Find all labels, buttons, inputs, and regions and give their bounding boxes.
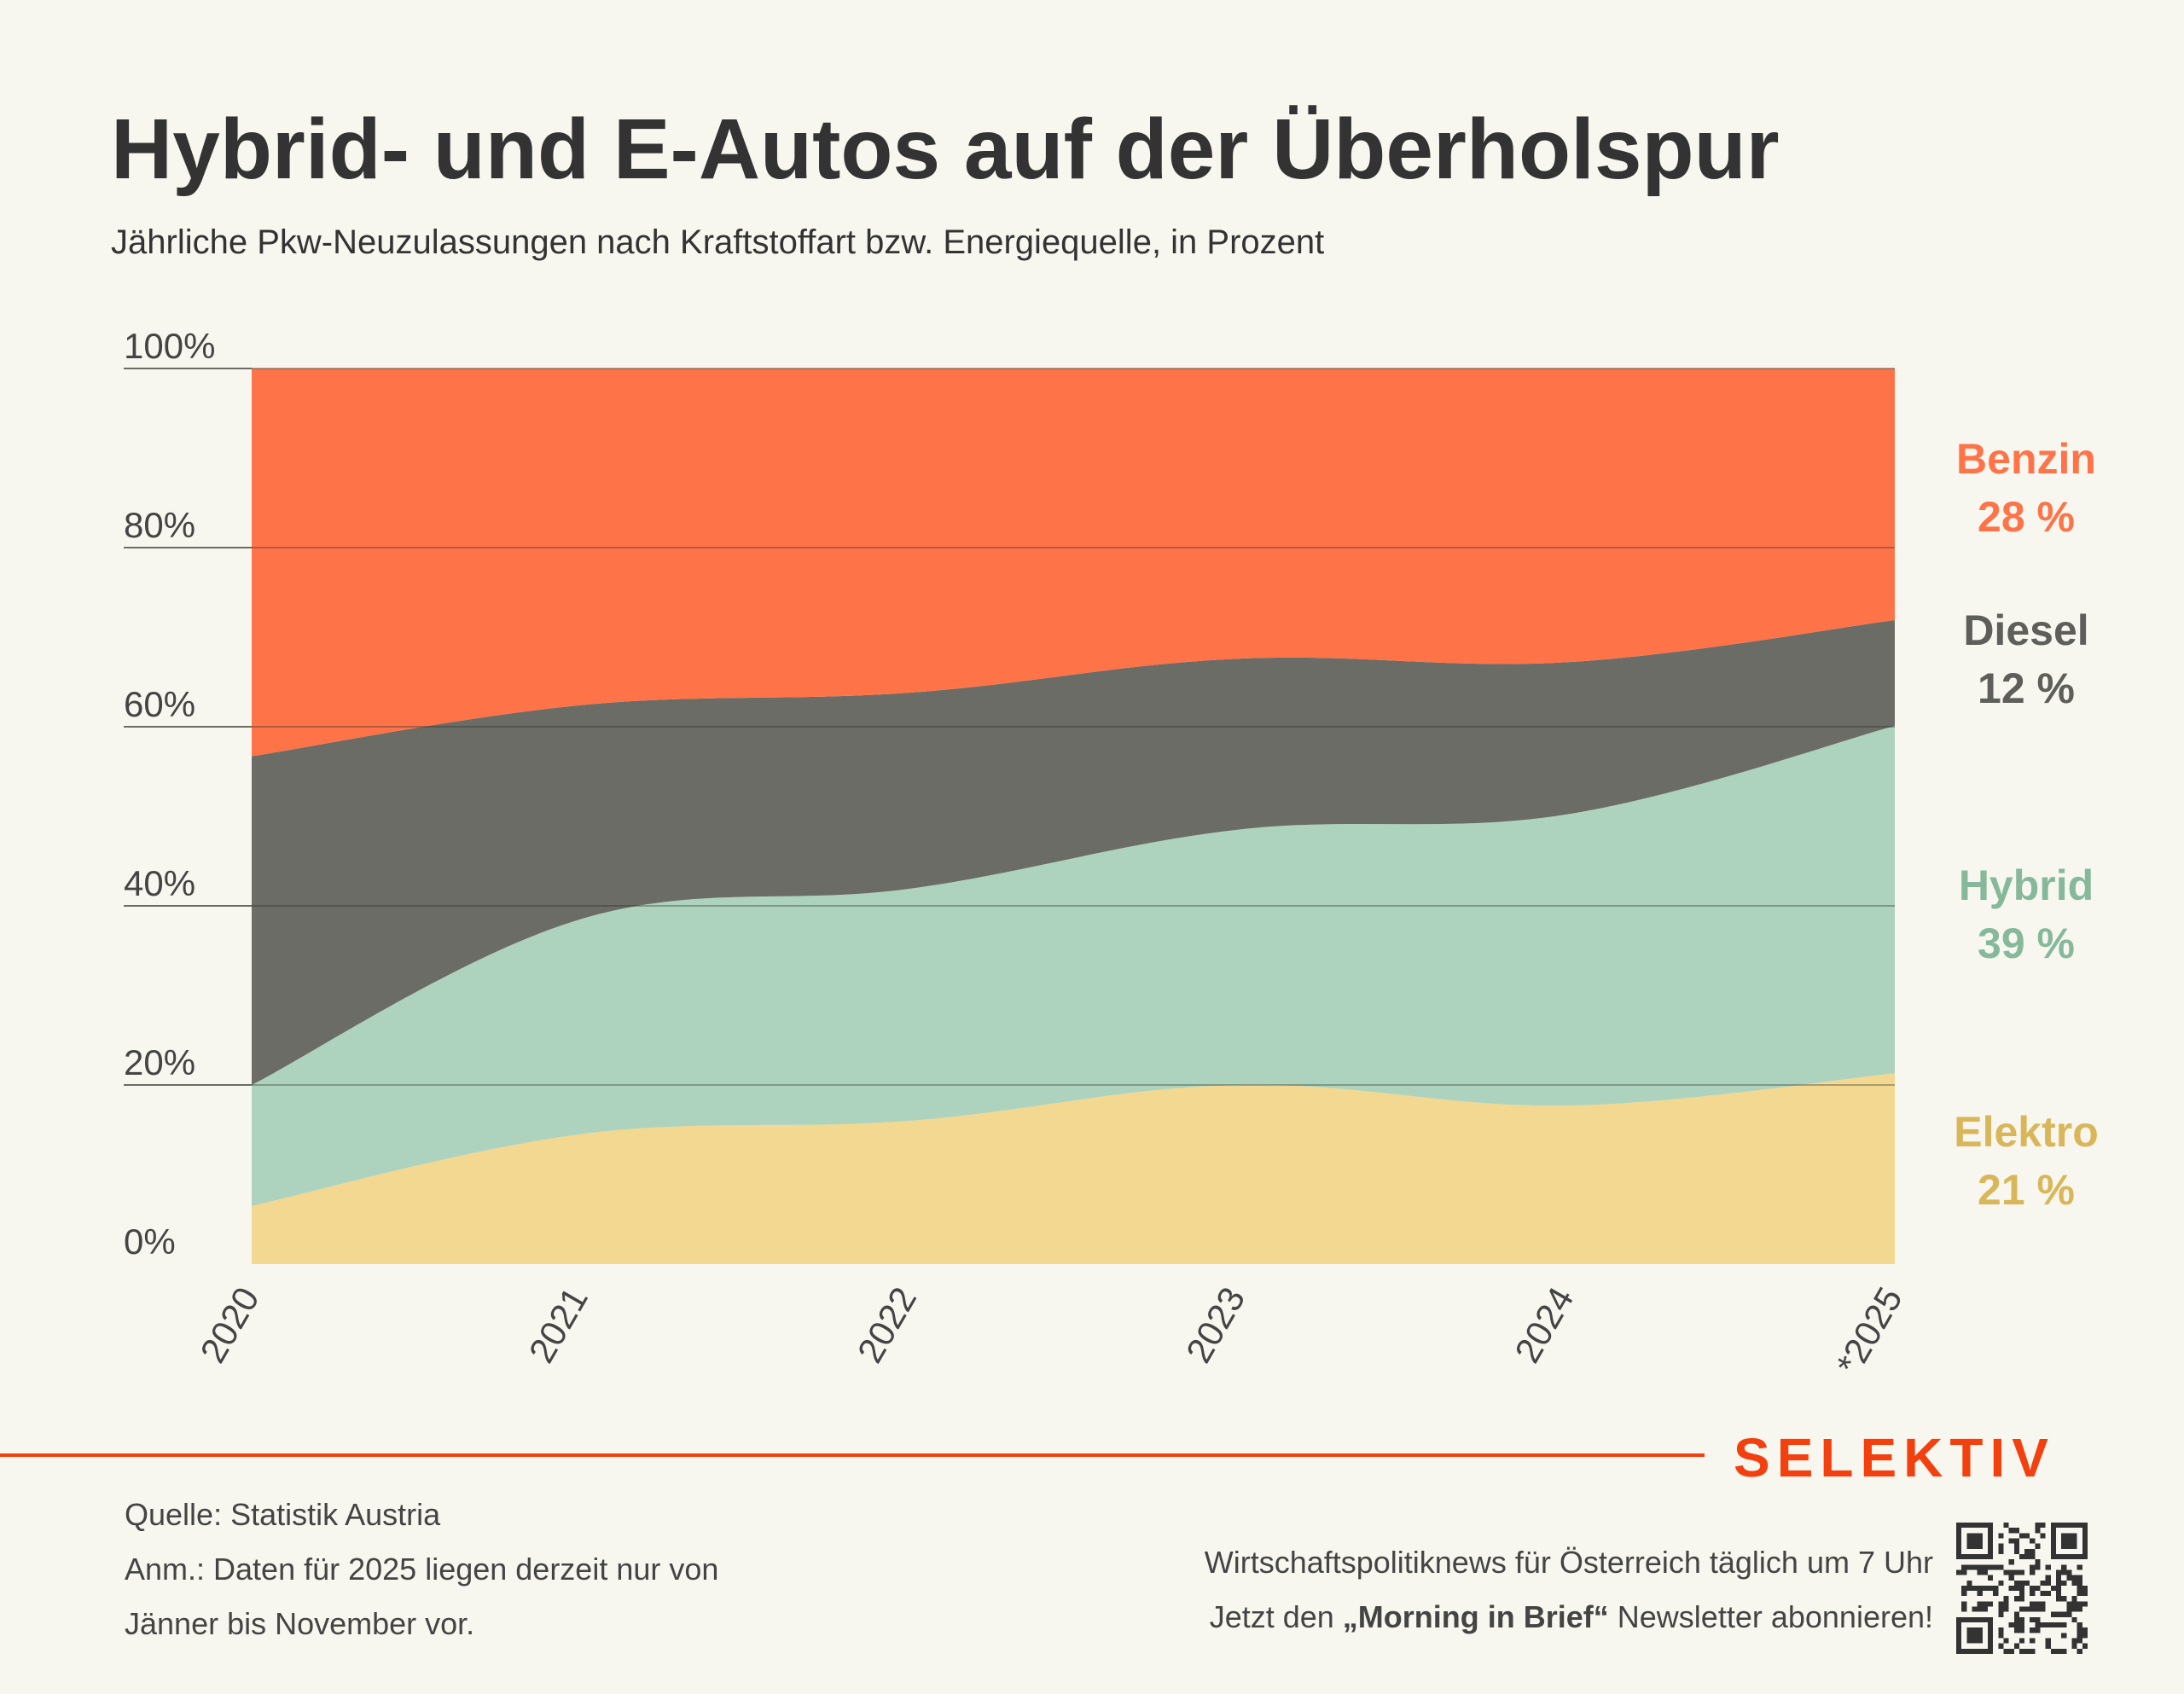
newsletter-name: „Morning in Brief“ bbox=[1342, 1599, 1609, 1634]
legend-value-elektro: 21 % bbox=[1978, 1166, 2075, 1214]
stacked-area-chart: 0% 20% 40% 60% 80% 100% 2020 2021 2022 2023 2024 *… bbox=[124, 326, 2099, 1382]
y-axis: 0% 20% 40% 60% 80% 100% bbox=[124, 326, 215, 1262]
y-tick-label: 80% bbox=[124, 505, 195, 545]
legend-label-hybrid: Hybrid bbox=[1959, 862, 2094, 909]
y-tick-label: 0% bbox=[124, 1221, 176, 1262]
source-note: Quelle: Statistik Austria Anm.: Daten fü… bbox=[125, 1488, 718, 1651]
legend-value-diesel: 12 % bbox=[1978, 664, 2075, 712]
area-hybrid bbox=[252, 725, 1895, 1206]
y-tick-label: 60% bbox=[124, 684, 195, 724]
legend-label-diesel: Diesel bbox=[1963, 606, 2088, 654]
qr-code-icon[interactable] bbox=[1956, 1523, 2088, 1654]
legend-label-benzin: Benzin bbox=[1956, 435, 2096, 483]
source-text: Quelle: Statistik Austria bbox=[125, 1497, 441, 1532]
x-tick-label: 2022 bbox=[850, 1280, 924, 1369]
area-diesel bbox=[252, 620, 1895, 1085]
promo-line-1: Wirtschaftspolitiknews für Österreich tä… bbox=[1204, 1545, 1933, 1580]
x-tick-label: 2021 bbox=[521, 1280, 595, 1369]
legend-value-hybrid: 39 % bbox=[1978, 920, 2075, 967]
y-tick-label: 40% bbox=[124, 863, 195, 903]
subtitle: Jährliche Pkw-Neuzulassungen nach Krafts… bbox=[111, 223, 1325, 261]
area-layer bbox=[252, 368, 1895, 1264]
end-labels: Benzin 28 % Diesel 12 % Hybrid 39 % Elektro 21 … bbox=[1954, 435, 2099, 1214]
y-tick-label: 100% bbox=[124, 326, 215, 366]
note-line-2: Jänner bis November vor. bbox=[125, 1606, 475, 1641]
x-tick-label: *2025 bbox=[1828, 1280, 1910, 1382]
note-line-1: Anm.: Daten für 2025 liegen derzeit nur … bbox=[125, 1552, 719, 1587]
gridlines bbox=[124, 368, 1895, 1086]
legend-label-elektro: Elektro bbox=[1954, 1108, 2099, 1156]
promo-line-2: Jetzt den „Morning in Brief“ Newsletter … bbox=[1205, 1590, 1933, 1645]
brand-logo: SELEKTIV bbox=[1734, 1427, 2055, 1488]
promo-text: Newsletter abonnieren! bbox=[1608, 1599, 1933, 1634]
area-elektro bbox=[252, 1073, 1895, 1264]
x-tick-label: 2023 bbox=[1178, 1280, 1252, 1369]
x-tick-label: 2020 bbox=[192, 1280, 266, 1369]
y-tick-label: 20% bbox=[124, 1042, 195, 1082]
page-title: Hybrid- und E-Autos auf der Überholspur bbox=[111, 102, 1780, 197]
promo-text: Jetzt den bbox=[1209, 1599, 1343, 1634]
legend-value-benzin: 28 % bbox=[1978, 493, 2075, 541]
footer-divider bbox=[0, 1453, 1705, 1457]
x-tick-label: 2024 bbox=[1507, 1280, 1581, 1369]
newsletter-promo: Wirtschaftspolitiknews für Österreich tä… bbox=[1205, 1535, 1933, 1645]
x-axis: 2020 2021 2022 2023 2024 *2025 bbox=[192, 1280, 1909, 1382]
area-benzin bbox=[252, 368, 1895, 757]
